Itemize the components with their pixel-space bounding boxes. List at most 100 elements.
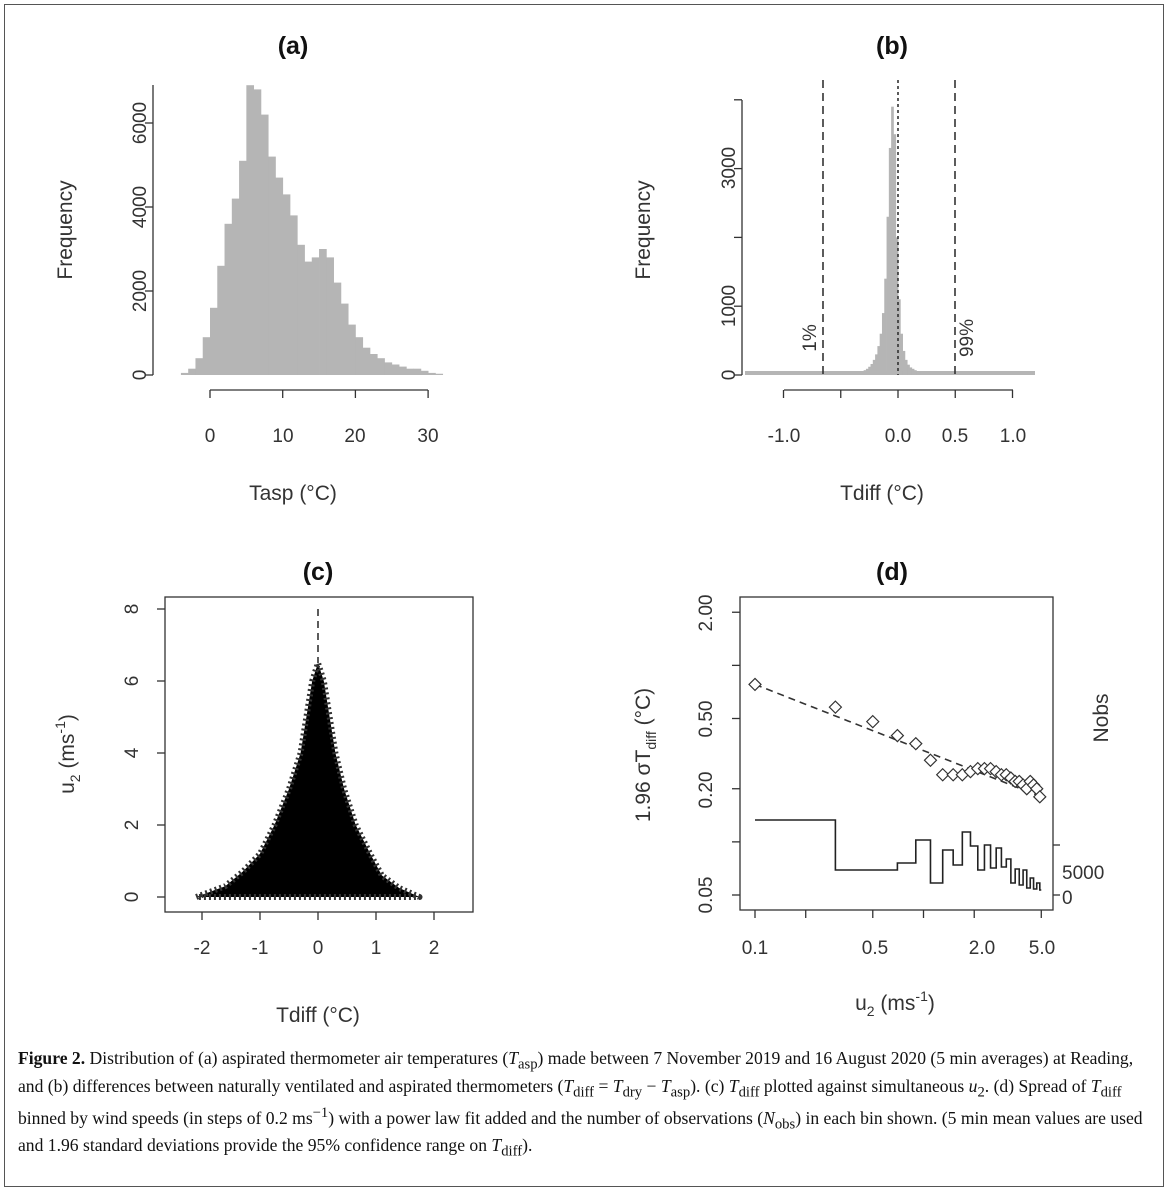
panel-c-ytick-0: 0 bbox=[122, 892, 143, 903]
caption-tdiff-c-sub: diff bbox=[738, 1084, 760, 1101]
caption-text-1: Distribution of (a) aspirated thermomete… bbox=[85, 1048, 509, 1068]
caption-tdiff-end: T bbox=[491, 1135, 502, 1156]
panel-a-bar bbox=[399, 366, 407, 375]
panel-b-xtick-0: -1.0 bbox=[768, 426, 801, 447]
panel-a-bar bbox=[348, 324, 356, 375]
panel-a-bar bbox=[282, 194, 291, 375]
caption-nobs-sub: obs bbox=[774, 1116, 796, 1133]
caption-tdiff-d-sub: diff bbox=[1100, 1084, 1122, 1101]
panel-d-fit-line bbox=[754, 683, 1042, 798]
caption-text-2: ) made between 7 November 2019 and 16 Au… bbox=[18, 1048, 1134, 1096]
panel-d-nobs-step bbox=[755, 819, 1042, 891]
panel-c-xtick-3: 1 bbox=[371, 938, 382, 959]
panel-c-ytick-1: 2 bbox=[122, 820, 143, 831]
panel-b-bar bbox=[863, 370, 867, 375]
panel-d-plot-box bbox=[739, 596, 1054, 911]
panel-d-ytick-3: 2.00 bbox=[696, 595, 717, 632]
panel-d-xtick-2: 2.0 bbox=[969, 938, 995, 959]
panel-a-bar bbox=[297, 244, 305, 375]
panel-b-bar bbox=[870, 363, 874, 375]
caption-tdry: T bbox=[612, 1075, 623, 1096]
panel-a-bar bbox=[289, 215, 298, 375]
caption-tasp2: T bbox=[660, 1075, 671, 1096]
caption-tasp2-sub: asp bbox=[670, 1084, 691, 1101]
panel-b-xtick-2: 0.5 bbox=[942, 426, 968, 447]
panel-d: (d) 0.1 0.5 2.0 5.0 0.05 0.20 0.50 2.00 … bbox=[632, 558, 1113, 1019]
panel-d-ytick-0: 0.05 bbox=[696, 877, 717, 914]
caption-tasp: T bbox=[508, 1048, 518, 1068]
panel-b-annot-1pct: 1% bbox=[800, 324, 821, 352]
panel-c-plot-box bbox=[164, 596, 474, 913]
panel-a-bar bbox=[362, 347, 371, 375]
panel-b-bar bbox=[900, 333, 903, 375]
panel-a-bars bbox=[180, 85, 444, 376]
panel-d-ylabel: 1.96 σTdiff (°C) bbox=[632, 688, 659, 822]
panel-c-title: (c) bbox=[303, 558, 334, 586]
panel-b-bar bbox=[872, 359, 876, 375]
caption-tdiff-d: T bbox=[1090, 1075, 1101, 1096]
panel-a-xtick-2: 20 bbox=[344, 426, 365, 447]
panel-a-bar bbox=[326, 257, 334, 375]
panel-b-bar bbox=[898, 299, 901, 375]
panel-b-ylabel: Frequency bbox=[632, 180, 655, 280]
caption-label: Figure 2. bbox=[18, 1048, 86, 1068]
panel-d-xlabel: u2 (ms-1) bbox=[855, 988, 935, 1019]
panel-c-ticks bbox=[157, 608, 435, 920]
caption-nobs: N bbox=[763, 1107, 775, 1128]
panel-a-ytick-0: 0 bbox=[130, 370, 151, 381]
panel-b-xtick-3: 1.0 bbox=[1000, 426, 1026, 447]
panel-b-bar bbox=[916, 371, 920, 375]
panel-d-point bbox=[935, 767, 950, 782]
panel-a-bar bbox=[413, 368, 422, 375]
panel-d-point bbox=[865, 714, 880, 729]
caption-text-4: plotted against simultaneous bbox=[759, 1075, 969, 1096]
panel-a-bar bbox=[195, 358, 204, 375]
panel-b-annot-99pct: 99% bbox=[957, 319, 978, 357]
panel-b-bar bbox=[884, 278, 887, 375]
panel-d-ylabel-right: Nobs bbox=[1090, 693, 1113, 742]
panel-c-ytick-2: 4 bbox=[122, 747, 143, 758]
panel-d-ytick-2: 0.50 bbox=[696, 701, 717, 738]
panel-d-point bbox=[890, 728, 905, 743]
panel-a-xtick-0: 0 bbox=[205, 426, 216, 447]
panel-b-bar bbox=[918, 372, 922, 375]
panel-a-bar bbox=[340, 303, 349, 375]
panel-d-xtick-1: 0.5 bbox=[862, 938, 888, 959]
panel-b-ticks bbox=[734, 99, 1014, 398]
panel-a-ticks bbox=[145, 122, 429, 398]
panel-d-point bbox=[946, 767, 961, 782]
panel-a-bar bbox=[304, 261, 313, 375]
panel-b-bar bbox=[879, 333, 883, 375]
panel-d-point bbox=[1032, 789, 1047, 804]
caption-u2: u bbox=[968, 1075, 978, 1096]
panel-d-ytick-right-1: 5000 bbox=[1062, 863, 1104, 884]
panel-a-bar bbox=[253, 89, 262, 376]
caption-tdry-sub: dry bbox=[622, 1084, 643, 1101]
panel-a-bar bbox=[384, 362, 393, 375]
panel-b-bar bbox=[904, 359, 908, 375]
panel-b-bar bbox=[888, 147, 892, 375]
panel-d-xtick-3: 5.0 bbox=[1029, 938, 1055, 959]
caption-eq: = bbox=[594, 1075, 613, 1096]
panel-a-ylabel: Frequency bbox=[54, 180, 77, 280]
panel-a-title: (a) bbox=[278, 32, 309, 60]
panel-b-bar bbox=[875, 354, 878, 375]
panel-c-xtick-0: -2 bbox=[194, 938, 211, 959]
panel-b-bar bbox=[909, 367, 913, 375]
panel-b-bar bbox=[877, 346, 881, 375]
caption-text-6: binned by wind speeds (in steps of 0.2 m… bbox=[18, 1107, 313, 1128]
caption-u2-sub: 2 bbox=[977, 1084, 985, 1101]
figure-caption: Figure 2. Distribution of (a) aspirated … bbox=[18, 1048, 1153, 1163]
panel-a-bar bbox=[377, 358, 385, 375]
figure-frame bbox=[4, 4, 1164, 1187]
panel-b-bar bbox=[895, 237, 899, 375]
caption-text-3: ). (c) bbox=[690, 1075, 729, 1096]
panel-a-bar bbox=[311, 257, 320, 375]
panel-b-bar bbox=[886, 216, 890, 375]
panel-b-bar bbox=[893, 134, 897, 375]
panel-a-bar bbox=[180, 372, 189, 375]
panel-b-title: (b) bbox=[876, 32, 908, 60]
panel-b-ytick-0: 0 bbox=[719, 370, 740, 381]
panel-a-ytick-1: 2000 bbox=[130, 270, 151, 312]
panel-a-bar bbox=[319, 249, 327, 375]
